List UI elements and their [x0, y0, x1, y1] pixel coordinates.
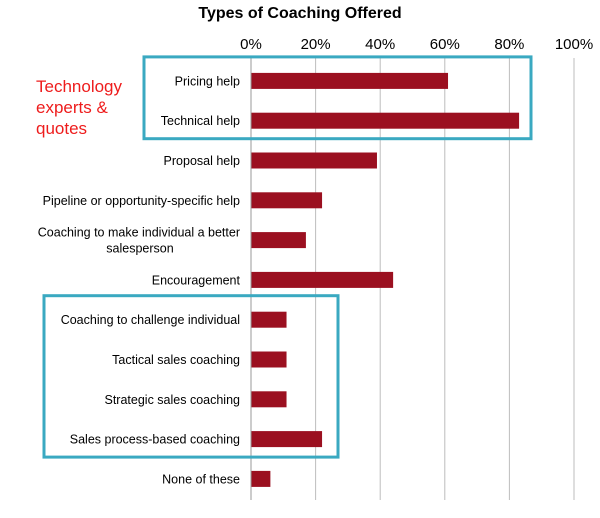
annotation-line: quotes — [36, 119, 88, 138]
x-tick-label: 20% — [301, 36, 331, 53]
bar — [251, 152, 377, 169]
x-tick-label: 80% — [494, 36, 524, 53]
category-label: Proposal help — [164, 154, 240, 168]
bar — [251, 470, 271, 487]
category-label: Coaching to challenge individual — [61, 313, 240, 327]
bar — [251, 72, 449, 89]
category-label: Tactical sales coaching — [112, 353, 240, 367]
category-label: Sales process-based coaching — [70, 433, 240, 447]
bar — [251, 391, 287, 408]
bar — [251, 112, 520, 129]
category-label: None of these — [162, 472, 240, 486]
highlight-box — [142, 55, 533, 141]
category-label: Encouragement — [152, 273, 241, 287]
bar — [251, 271, 394, 288]
category-label: Pricing help — [175, 74, 240, 88]
annotation-technology-experts: Technology experts & quotes — [36, 76, 146, 139]
bar — [251, 311, 287, 328]
category-label: Strategic sales coaching — [105, 393, 241, 407]
category-label: salesperson — [106, 242, 173, 256]
bar — [251, 192, 323, 209]
x-tick-label: 60% — [430, 36, 460, 53]
x-tick-label: 40% — [365, 36, 395, 53]
x-tick-label: 0% — [240, 36, 262, 53]
category-label: Technical help — [161, 114, 240, 128]
annotation-line: Technology — [36, 77, 123, 96]
highlight-box — [42, 294, 340, 459]
bar — [251, 431, 323, 448]
chart-title: Types of Coaching Offered — [198, 5, 402, 22]
annotation-line: experts & — [36, 98, 108, 117]
x-tick-label: 100% — [555, 36, 593, 53]
category-label: Coaching to make individual a better — [38, 226, 240, 240]
category-label: Pipeline or opportunity-specific help — [43, 194, 240, 208]
bar — [251, 351, 287, 368]
bar — [251, 232, 306, 249]
